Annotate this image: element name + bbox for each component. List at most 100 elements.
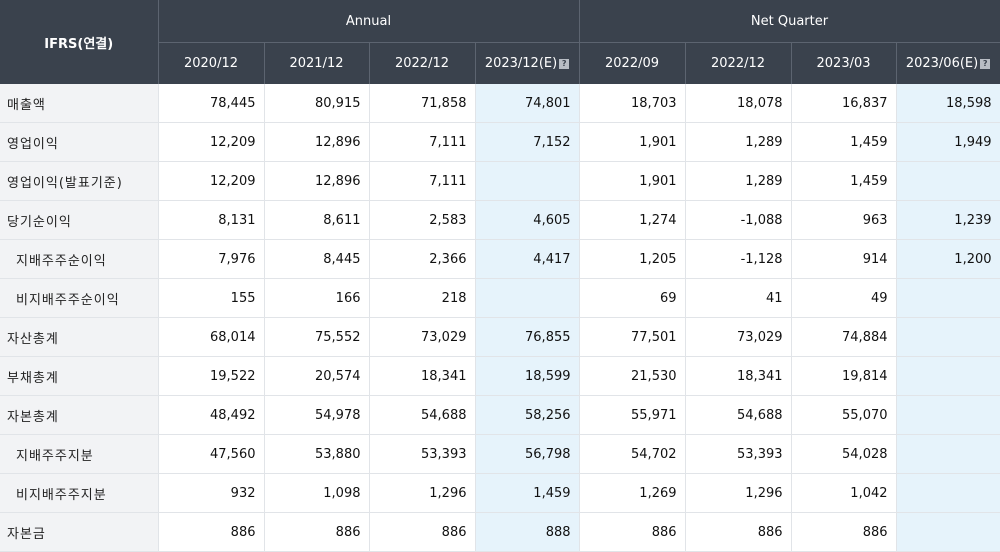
row-label: 자본금 xyxy=(0,512,159,552)
value-cell: 1,289 xyxy=(685,161,792,201)
value-cell xyxy=(896,356,1000,396)
value-cell: 18,078 xyxy=(685,84,792,123)
value-cell: 20,574 xyxy=(264,356,370,396)
period-header: 2022/12 xyxy=(685,42,792,84)
table-row: 자본총계 48,492 54,978 54,688 58,256 55,971 54,688… xyxy=(0,395,1000,435)
value-cell: 932 xyxy=(158,473,265,513)
period-label: 2020/12 xyxy=(183,56,238,71)
value-cell: 53,880 xyxy=(264,434,370,474)
value-cell xyxy=(896,317,1000,357)
value-cell: 7,976 xyxy=(158,239,265,279)
value-cell: 166 xyxy=(264,278,370,318)
row-label: 지배주주지분 xyxy=(0,434,159,474)
value-cell: 1,459 xyxy=(791,161,897,201)
row-label: 자산총계 xyxy=(0,317,159,357)
value-cell: 886 xyxy=(264,512,370,552)
value-cell: 41 xyxy=(685,278,792,318)
row-label: 영업이익 xyxy=(0,122,159,162)
period-header: 2020/12 xyxy=(158,42,265,84)
value-cell: 1,042 xyxy=(791,473,897,513)
value-cell: 1,459 xyxy=(791,122,897,162)
value-cell: 53,393 xyxy=(369,434,476,474)
value-cell: 18,341 xyxy=(685,356,792,396)
value-cell: 12,209 xyxy=(158,122,265,162)
value-cell: 54,702 xyxy=(579,434,686,474)
row-label: 비지배주주지분 xyxy=(0,473,159,513)
value-cell: 2,583 xyxy=(369,200,476,240)
value-cell: 8,445 xyxy=(264,239,370,279)
row-label: 비지배주주순이익 xyxy=(0,278,159,318)
corner-header: IFRS(연결) xyxy=(0,0,159,84)
value-cell: 1,200 xyxy=(896,239,1000,279)
row-label: 지배주주순이익 xyxy=(0,239,159,279)
value-cell: 1,205 xyxy=(579,239,686,279)
value-cell: 73,029 xyxy=(685,317,792,357)
question-mark-icon[interactable]: ? xyxy=(559,58,570,69)
value-cell: 54,028 xyxy=(791,434,897,474)
value-cell: 58,256 xyxy=(475,395,580,435)
table-row: 지배주주순이익 7,976 8,445 2,366 4,417 1,205 -1,128 91… xyxy=(0,239,1000,279)
table-row: 지배주주지분 47,560 53,880 53,393 56,798 54,702 53,3… xyxy=(0,434,1000,474)
value-cell: 4,417 xyxy=(475,239,580,279)
value-cell: 963 xyxy=(791,200,897,240)
value-cell: -1,128 xyxy=(685,239,792,279)
value-cell: 54,688 xyxy=(685,395,792,435)
value-cell: 71,858 xyxy=(369,84,476,123)
value-cell: 7,111 xyxy=(369,161,476,201)
value-cell: 1,098 xyxy=(264,473,370,513)
value-cell: 1,901 xyxy=(579,122,686,162)
value-cell: 48,492 xyxy=(158,395,265,435)
value-cell: 1,296 xyxy=(685,473,792,513)
value-cell: 56,798 xyxy=(475,434,580,474)
value-cell: 2,366 xyxy=(369,239,476,279)
value-cell: 21,530 xyxy=(579,356,686,396)
period-header: 2023/03 xyxy=(791,42,897,84)
period-label: 2022/12 xyxy=(711,56,766,71)
period-label: 2021/12 xyxy=(289,56,344,71)
value-cell: 73,029 xyxy=(369,317,476,357)
value-cell: 53,393 xyxy=(685,434,792,474)
value-cell xyxy=(896,161,1000,201)
value-cell: 68,014 xyxy=(158,317,265,357)
value-cell: 74,801 xyxy=(475,84,580,123)
period-header: 2021/12 xyxy=(264,42,370,84)
question-mark-icon[interactable]: ? xyxy=(980,58,991,69)
value-cell: 1,949 xyxy=(896,122,1000,162)
value-cell: 78,445 xyxy=(158,84,265,123)
period-header: 2023/12(E)? xyxy=(475,42,580,84)
value-cell: 18,703 xyxy=(579,84,686,123)
value-cell: 4,605 xyxy=(475,200,580,240)
value-cell: 218 xyxy=(369,278,476,318)
table-row: 자본금 886 886 886 888 886 886 886 xyxy=(0,512,1000,552)
value-cell: 1,289 xyxy=(685,122,792,162)
value-cell xyxy=(896,395,1000,435)
annual-group-header: Annual xyxy=(158,0,580,43)
value-cell xyxy=(896,512,1000,552)
value-cell: 1,296 xyxy=(369,473,476,513)
value-cell: 54,688 xyxy=(369,395,476,435)
row-label: 자본총계 xyxy=(0,395,159,435)
value-cell: 886 xyxy=(685,512,792,552)
value-cell xyxy=(896,278,1000,318)
value-cell: 75,552 xyxy=(264,317,370,357)
table-row: 영업이익(발표기준) 12,209 12,896 7,111 1,901 1,289 1,4… xyxy=(0,161,1000,201)
value-cell: 55,070 xyxy=(791,395,897,435)
value-cell: 18,599 xyxy=(475,356,580,396)
value-cell: 49 xyxy=(791,278,897,318)
value-cell: 19,522 xyxy=(158,356,265,396)
row-label: 당기순이익 xyxy=(0,200,159,240)
value-cell: 8,131 xyxy=(158,200,265,240)
period-label: 2023/12(E) xyxy=(484,56,558,71)
value-cell: 886 xyxy=(158,512,265,552)
value-cell: 886 xyxy=(791,512,897,552)
value-cell: 80,915 xyxy=(264,84,370,123)
period-header: 2022/12 xyxy=(369,42,476,84)
value-cell: 77,501 xyxy=(579,317,686,357)
value-cell: 914 xyxy=(791,239,897,279)
value-cell: 74,884 xyxy=(791,317,897,357)
table-row: 당기순이익 8,131 8,611 2,583 4,605 1,274 -1,088 963 1… xyxy=(0,200,1000,240)
row-label: 매출액 xyxy=(0,84,159,123)
value-cell: -1,088 xyxy=(685,200,792,240)
value-cell: 7,152 xyxy=(475,122,580,162)
